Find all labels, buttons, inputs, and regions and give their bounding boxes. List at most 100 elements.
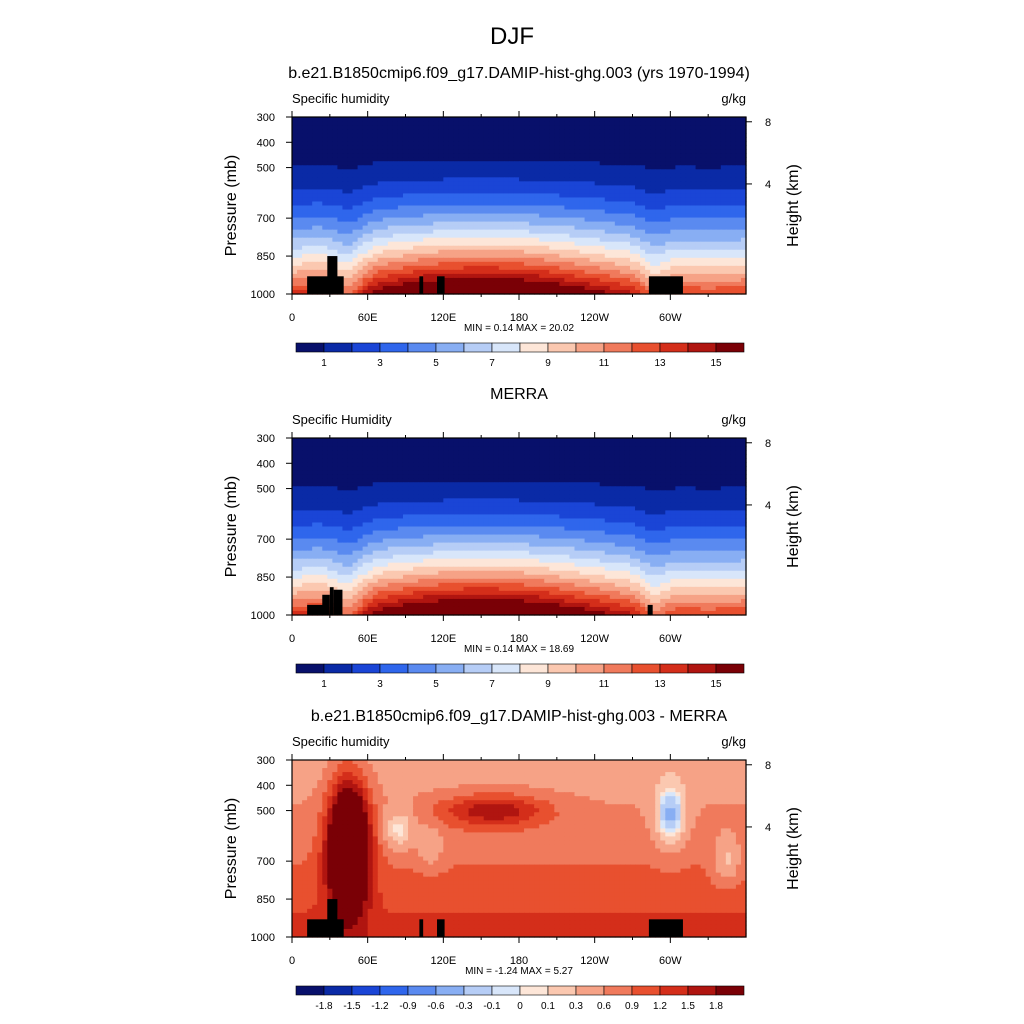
contour-cell (297, 189, 303, 195)
contour-cell (564, 225, 571, 231)
contour-cell (695, 454, 702, 459)
contour-cell (740, 265, 747, 271)
contour-cell (443, 117, 449, 122)
contour-cell (614, 221, 621, 227)
contour-cell (513, 442, 520, 447)
contour-cell (534, 265, 540, 271)
contour-cell (433, 281, 439, 287)
contour-cell (534, 269, 540, 275)
contour-cell (700, 442, 707, 447)
contour-cell (685, 245, 692, 251)
contour-cell (387, 466, 394, 471)
contour-cell (730, 438, 737, 443)
contour-cell (670, 169, 676, 174)
contour-cell (700, 193, 707, 199)
contour-cell (740, 289, 747, 295)
contour-cell (342, 209, 349, 215)
contour-cell (524, 281, 530, 287)
contour-cell (554, 181, 560, 186)
contour-cell (458, 225, 465, 231)
contour-cell (413, 197, 419, 203)
contour-cell (524, 277, 530, 283)
contour-cell (478, 261, 485, 267)
contour-cell (685, 145, 692, 150)
contour-cell (710, 177, 717, 182)
contour-cell (513, 225, 520, 231)
contour-cell (503, 121, 510, 126)
contour-cell (584, 285, 591, 291)
contour-cell (332, 478, 338, 483)
contour-cell (448, 273, 455, 279)
contour-cell (347, 149, 354, 154)
contour-cell (665, 129, 671, 134)
contour-cell (690, 454, 697, 459)
contour-cell (428, 261, 434, 267)
contour-cell (352, 458, 359, 463)
contour-cell (690, 269, 697, 275)
contour-cell (443, 121, 449, 126)
contour-cell (660, 193, 666, 199)
contour-cell (529, 257, 535, 263)
contour-cell (493, 442, 500, 447)
contour-cell (397, 141, 404, 146)
contour-cell (402, 173, 409, 178)
contour-cell (292, 177, 298, 182)
contour-cell (468, 185, 475, 191)
contour-cell (614, 450, 621, 455)
contour-cell (337, 181, 344, 186)
contour-cell (342, 289, 349, 295)
contour-cell (589, 458, 596, 463)
contour-cell (554, 213, 560, 219)
contour-cell (453, 165, 460, 170)
contour-cell (387, 141, 394, 146)
contour-cell (322, 209, 328, 215)
contour-cell (735, 197, 742, 203)
contour-cell (292, 125, 298, 130)
contour-cell (297, 201, 303, 207)
contour-cell (529, 193, 535, 199)
contour-cell (624, 141, 631, 146)
contour-cell (408, 281, 414, 287)
contour-cell (307, 257, 313, 263)
contour-cell (695, 470, 702, 475)
contour-cell (317, 257, 323, 263)
contour-cell (640, 137, 646, 142)
contour-cell (670, 133, 676, 138)
contour-cell (352, 153, 359, 158)
contour-cell (342, 181, 349, 186)
contour-cell (448, 137, 455, 142)
contour-cell (619, 153, 626, 158)
contour-cell (519, 474, 525, 479)
contour-cell (675, 474, 682, 479)
contour-cell (483, 277, 490, 283)
contour-cell (317, 265, 323, 271)
contour-cell (635, 141, 641, 146)
contour-cell (402, 450, 409, 455)
contour-cell (402, 129, 409, 134)
contour-cell (408, 470, 414, 475)
contour-cell (357, 285, 364, 291)
contour-cell (473, 474, 480, 479)
contour-cell (624, 217, 631, 223)
contour-cell (418, 141, 424, 146)
contour-cell (564, 257, 571, 263)
contour-cell (327, 241, 333, 247)
contour-cell (685, 157, 692, 162)
contour-cell (423, 153, 429, 158)
contour-cell (655, 233, 661, 239)
contour-cell (503, 209, 510, 215)
contour-cell (524, 229, 530, 235)
contour-cell (387, 157, 394, 162)
contour-cell (297, 177, 303, 182)
contour-cell (710, 446, 717, 451)
contour-cell (715, 466, 722, 471)
contour-cell (725, 181, 732, 186)
contour-cell (357, 189, 364, 195)
contour-cell (392, 133, 399, 138)
contour-cell (322, 261, 328, 267)
contour-cell (614, 165, 621, 170)
contour-cell (645, 446, 651, 451)
contour-cell (493, 193, 500, 199)
contour-cell (529, 209, 535, 215)
contour-cell (413, 442, 419, 447)
